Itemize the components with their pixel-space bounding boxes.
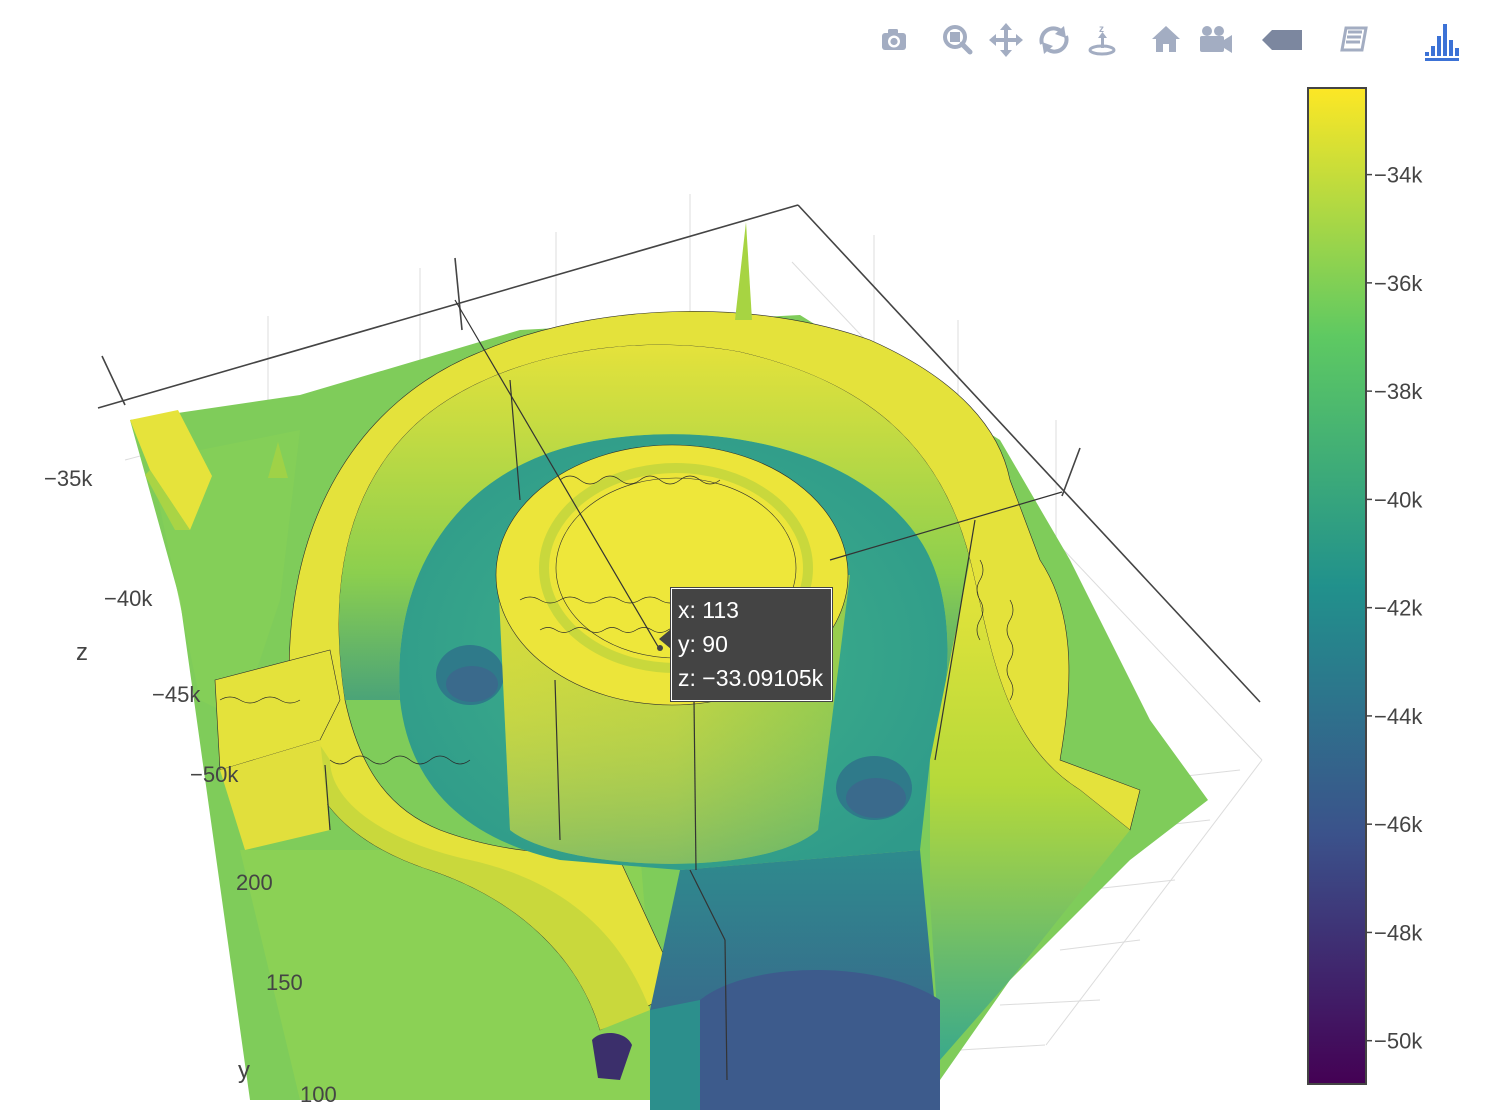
y-tick-label: 150 bbox=[266, 970, 303, 995]
colorbar-tick-label: −38k bbox=[1374, 379, 1423, 404]
left-arm-side bbox=[220, 740, 330, 850]
surface-scene[interactable]: −35k −40k −45k −50k z 200 150 100 y bbox=[0, 0, 1290, 1115]
reset-camera-last-save-icon[interactable] bbox=[1192, 18, 1236, 62]
colorbar-tick-label: −36k bbox=[1374, 271, 1423, 296]
outer-ring-inner-wall bbox=[338, 344, 971, 760]
spike-back bbox=[735, 222, 752, 320]
colorbar-tick-label: −46k bbox=[1374, 812, 1423, 837]
z-axis-ticks: −35k −40k −45k −50k bbox=[44, 466, 239, 787]
tooltip-y: y: 90 bbox=[678, 631, 728, 657]
z-axis-title: z bbox=[76, 639, 88, 666]
toggle-hover-icon[interactable] bbox=[1258, 18, 1302, 62]
axis-box bbox=[97, 204, 1261, 703]
modebar: z bbox=[868, 18, 1480, 62]
z-tick-label: −35k bbox=[44, 466, 93, 491]
colorbar-tick-label: −50k bbox=[1374, 1029, 1423, 1054]
right-wall bbox=[930, 560, 1130, 1060]
zoom-icon[interactable] bbox=[936, 18, 980, 62]
plotly-logo-icon[interactable] bbox=[1420, 18, 1464, 62]
tooltip-z: z: −33.09105k bbox=[678, 665, 824, 691]
colorbar-tick-label: −40k bbox=[1374, 487, 1423, 512]
colorbar: −34k −36k −38k −40k −42k −44k −46k −48k −50k bbox=[1296, 78, 1486, 1098]
reset-camera-home-icon[interactable] bbox=[1144, 18, 1188, 62]
colorbar-tick-label: −34k bbox=[1374, 163, 1423, 188]
front-pit-floor bbox=[690, 970, 940, 1110]
pan-icon[interactable] bbox=[984, 18, 1028, 62]
z-tick-label: −45k bbox=[152, 682, 201, 707]
y-tick-label: 100 bbox=[300, 1082, 337, 1107]
hole-left-inner bbox=[446, 666, 498, 702]
tooltip-x: x: 113 bbox=[678, 597, 739, 623]
z-tick-label: −50k bbox=[190, 762, 239, 787]
hole-right-inner bbox=[846, 778, 906, 818]
z-tick-label: −40k bbox=[104, 586, 153, 611]
svg-text:z: z bbox=[1099, 24, 1104, 35]
front-pit-wall bbox=[650, 1000, 700, 1110]
y-axis-title: y bbox=[238, 1057, 250, 1084]
orbit-rotation-icon[interactable] bbox=[1032, 18, 1076, 62]
y-tick-label: 200 bbox=[236, 870, 273, 895]
colorbar-tick-label: −42k bbox=[1374, 596, 1423, 621]
left-ridge bbox=[130, 410, 212, 530]
deep-hole bbox=[592, 1033, 632, 1080]
hover-tooltip: x: 113 y: 90 z: −33.09105k bbox=[659, 588, 833, 701]
camera-icon[interactable] bbox=[872, 18, 916, 62]
colorbar-tick-label: −48k bbox=[1374, 920, 1423, 945]
tooltip-arrow bbox=[659, 629, 671, 649]
turntable-rotation-icon[interactable]: z bbox=[1080, 18, 1124, 62]
colorbar-tick-label: −44k bbox=[1374, 704, 1423, 729]
inner-axis-lines bbox=[324, 299, 1063, 1081]
spike-left bbox=[268, 442, 288, 478]
y-axis-ticks: 200 150 100 bbox=[236, 870, 337, 1107]
edit-chart-icon[interactable] bbox=[1332, 18, 1376, 62]
colorbar-gradient bbox=[1307, 87, 1367, 1085]
left-ridge-side bbox=[145, 470, 190, 530]
outer-ring-outer-wall bbox=[290, 700, 650, 1030]
left-arm bbox=[214, 649, 341, 771]
